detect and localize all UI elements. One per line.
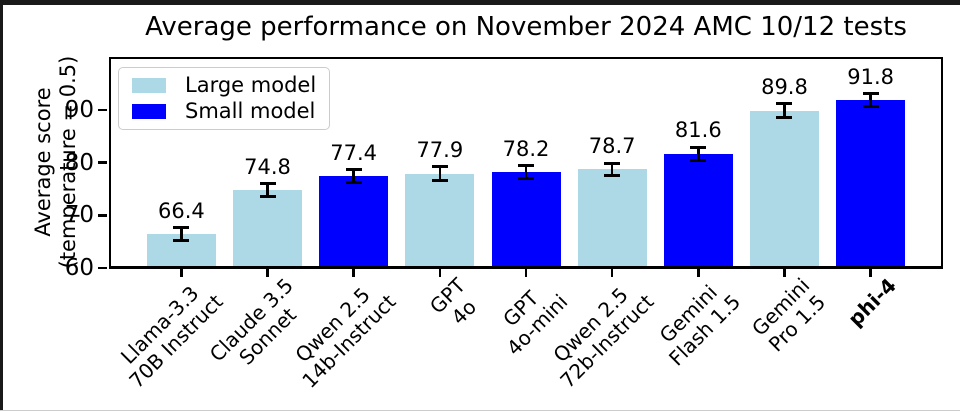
error-bar-cap-top bbox=[345, 168, 362, 172]
error-bar-cap-top bbox=[431, 165, 448, 169]
error-bar-cap-top bbox=[862, 92, 879, 96]
error-bar-stem bbox=[266, 183, 269, 197]
legend-swatch-small-model bbox=[132, 104, 166, 119]
y-tick-label: 90 bbox=[64, 96, 94, 123]
bar bbox=[319, 176, 389, 267]
x-tick-mark bbox=[610, 269, 614, 277]
x-axis-line bbox=[109, 266, 943, 269]
y-tick-mark bbox=[98, 108, 107, 111]
error-bar-cap-top bbox=[776, 102, 793, 106]
x-tick-label: GPT 4o bbox=[425, 273, 482, 330]
x-tick-mark bbox=[783, 269, 786, 277]
bar-value-label: 91.8 bbox=[847, 64, 894, 89]
bar bbox=[577, 169, 647, 267]
legend-label-large-model: Large model bbox=[185, 73, 317, 97]
x-tick-mark bbox=[266, 269, 269, 277]
screenshot-border-left bbox=[0, 0, 3, 411]
error-bar-cap-bottom bbox=[345, 181, 362, 185]
chart-title: Average performance on November 2024 AMC… bbox=[145, 12, 907, 42]
error-bar-cap-top bbox=[259, 182, 276, 186]
x-tick-mark bbox=[697, 269, 700, 277]
x-tick-label: Gemini Pro 1.5 bbox=[747, 273, 831, 357]
error-bar-stem bbox=[352, 169, 355, 183]
x-tick-mark bbox=[869, 269, 872, 277]
bar-value-label: 78.7 bbox=[588, 134, 636, 159]
bar bbox=[491, 171, 561, 267]
bar bbox=[405, 173, 475, 267]
error-bar-stem bbox=[610, 163, 614, 176]
error-bar-cap-bottom bbox=[690, 159, 707, 163]
error-bar-stem bbox=[438, 166, 442, 181]
error-bar-cap-top bbox=[518, 164, 534, 168]
error-bar-cap-bottom bbox=[518, 176, 534, 180]
error-bar-stem bbox=[869, 93, 872, 107]
y-tick-mark bbox=[98, 266, 107, 270]
error-bar-cap-bottom bbox=[862, 105, 879, 109]
bar-value-label: 89.8 bbox=[761, 74, 808, 99]
bar-value-label: 74.8 bbox=[244, 154, 291, 179]
screenshot-border-top bbox=[0, 0, 960, 5]
bar-value-label: 77.4 bbox=[330, 140, 378, 165]
y-tick-label: 80 bbox=[64, 149, 94, 176]
x-tick-label: Gemini Flash 1.5 bbox=[654, 280, 745, 371]
bar-value-label: 78.2 bbox=[502, 136, 550, 161]
x-tick-mark bbox=[180, 269, 183, 277]
error-bar-cap-top bbox=[604, 161, 621, 165]
error-bar-cap-bottom bbox=[259, 194, 276, 198]
error-bar-cap-bottom bbox=[604, 174, 621, 178]
error-bar-stem bbox=[180, 227, 183, 241]
x-tick-mark bbox=[438, 269, 442, 277]
legend: Large model Small model bbox=[118, 67, 331, 130]
x-tick-mark bbox=[524, 269, 528, 277]
bar-value-label: 66.4 bbox=[157, 198, 205, 223]
y-tick-label: 70 bbox=[64, 202, 94, 229]
bar-value-label: 77.9 bbox=[416, 137, 464, 162]
legend-item-small-model: Small model bbox=[132, 100, 316, 123]
error-bar-cap-bottom bbox=[776, 116, 793, 120]
error-bar-cap-bottom bbox=[431, 178, 448, 182]
x-tick-label: Llama-3.3 70B Instruct bbox=[116, 281, 228, 393]
error-bar-stem bbox=[524, 165, 528, 179]
y-tick-label: 60 bbox=[64, 255, 94, 281]
error-bar-cap-top bbox=[690, 145, 707, 149]
y-tick-mark bbox=[98, 214, 107, 217]
error-bar-cap-top bbox=[173, 226, 190, 230]
y-tick-mark bbox=[98, 161, 107, 164]
error-bar-cap-bottom bbox=[173, 239, 190, 243]
bar bbox=[663, 154, 733, 267]
x-tick-mark bbox=[352, 269, 355, 277]
error-bar-stem bbox=[783, 103, 786, 118]
bar bbox=[233, 189, 303, 267]
legend-swatch-large-model bbox=[132, 78, 166, 93]
bar bbox=[749, 110, 819, 267]
error-bar-stem bbox=[697, 147, 700, 161]
x-tick-label: phi-4 bbox=[843, 273, 901, 332]
bar bbox=[836, 100, 906, 267]
legend-item-large-model: Large model bbox=[132, 74, 316, 97]
bar-value-label: 81.6 bbox=[674, 118, 722, 143]
legend-label-small-model: Small model bbox=[185, 99, 316, 123]
